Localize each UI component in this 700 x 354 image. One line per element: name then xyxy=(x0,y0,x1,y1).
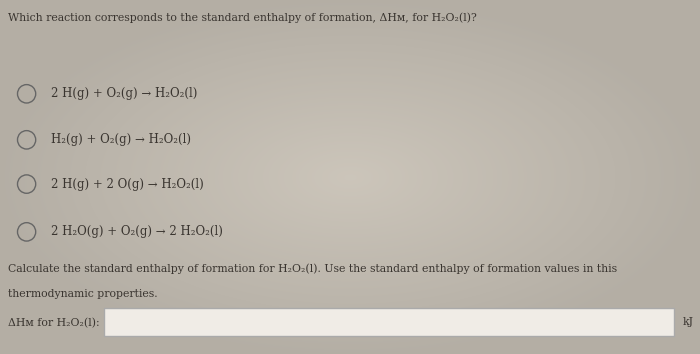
Text: thermodynamic properties.: thermodynamic properties. xyxy=(8,289,158,298)
Text: 2 H(g) + 2 O(g) → H₂O₂(l): 2 H(g) + 2 O(g) → H₂O₂(l) xyxy=(51,178,204,190)
Text: ΔHᴍ for H₂O₂(l):: ΔHᴍ for H₂O₂(l): xyxy=(8,318,100,328)
Text: Calculate the standard enthalpy of formation for H₂O₂(l). Use the standard entha: Calculate the standard enthalpy of forma… xyxy=(8,264,621,274)
Text: kJ: kJ xyxy=(682,317,694,327)
Text: 2 H₂O(g) + O₂(g) → 2 H₂O₂(l): 2 H₂O(g) + O₂(g) → 2 H₂O₂(l) xyxy=(51,225,223,238)
Text: 2 H(g) + O₂(g) → H₂O₂(l): 2 H(g) + O₂(g) → H₂O₂(l) xyxy=(51,87,197,100)
FancyBboxPatch shape xyxy=(104,308,674,336)
Text: H₂(g) + O₂(g) → H₂O₂(l): H₂(g) + O₂(g) → H₂O₂(l) xyxy=(51,133,191,146)
Text: Which reaction corresponds to the standard enthalpy of formation, ΔHᴍ, for H₂O₂(: Which reaction corresponds to the standa… xyxy=(8,12,477,23)
